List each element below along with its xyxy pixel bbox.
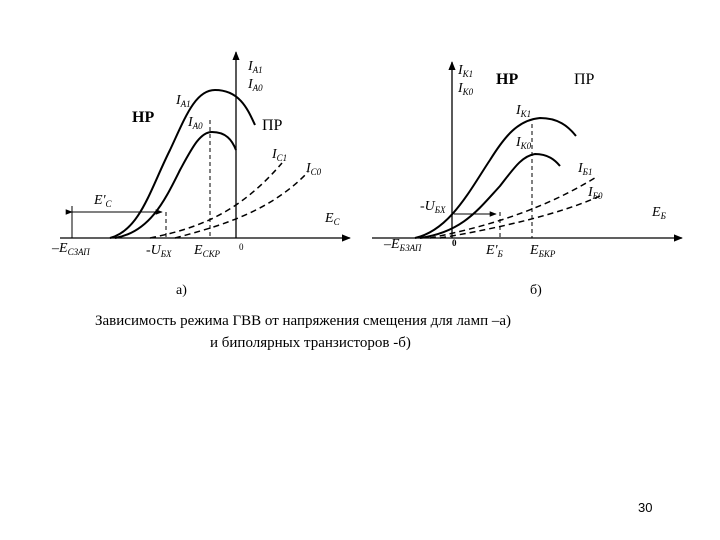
right-label-zero: 0 — [452, 238, 457, 248]
right-label-hp: НР — [496, 71, 518, 88]
right-label-ebkp: EБКР — [529, 243, 556, 259]
curve-ia0 — [114, 130, 237, 239]
left-panel-label: а) — [176, 283, 187, 298]
curve-ib0 — [439, 195, 601, 239]
right-label-ib1: IБ1 — [577, 161, 592, 177]
left-label-ec: EC — [324, 211, 341, 227]
left-label-eckp: ECКР — [193, 243, 221, 259]
caption-line-2: и биполярных транзисторов -б) — [210, 335, 411, 351]
right-label-ubx: -UБХ — [420, 199, 446, 215]
curve-ik0 — [419, 152, 561, 239]
curve-ik1 — [414, 116, 577, 239]
right-label-eb-prime: E'Б — [485, 243, 504, 259]
right-label-ik0-mid: IK0 — [515, 135, 532, 151]
right-label-ik1-top: IK1 — [457, 63, 473, 79]
left-label-ia1-top: IA1 — [247, 59, 263, 75]
right-label-ik0-top: IK0 — [457, 81, 474, 97]
curve-ia1 — [109, 88, 256, 239]
curve-ic1 — [149, 162, 283, 239]
page-number: 30 — [638, 500, 653, 515]
caption-line-1: Зависимость режима ГВВ от напряжения сме… — [95, 313, 512, 329]
right-label-pp: ПР — [574, 71, 595, 88]
right-label-ib0: IБ0 — [587, 185, 603, 201]
left-label-ec-prime: E'C — [93, 193, 113, 209]
left-label-pp: ПР — [262, 117, 283, 134]
panel-b: IK1 IK0 НР ПР IK1 IK0 IБ1 IБ0 -UБХ EБ –E… — [372, 61, 683, 298]
curve-ib1 — [429, 175, 599, 239]
left-label-ecsap: –ECЗАП — [51, 241, 90, 257]
left-label-ia0-top: IA0 — [247, 77, 263, 93]
left-label-zero: 0 — [239, 242, 244, 252]
left-label-hp: НР — [132, 109, 154, 126]
curve-ic0 — [174, 171, 309, 239]
left-label-ubx: -UБХ — [146, 243, 172, 259]
right-label-ebsap: –EБЗАП — [383, 237, 422, 253]
right-label-eb: EБ — [651, 205, 667, 221]
left-label-ic1: IC1 — [271, 147, 287, 163]
right-label-ik1-mid: IK1 — [515, 103, 531, 119]
panel-a: IA1 IA0 IA1 IA0 НР ПР IC1 IC0 E'C EC –EC… — [51, 51, 351, 298]
left-label-ia0-mid: IA0 — [187, 115, 203, 131]
left-label-ia1-mid: IA1 — [175, 93, 191, 109]
left-label-ic0: IC0 — [305, 161, 322, 177]
right-panel-label: б) — [530, 283, 542, 298]
